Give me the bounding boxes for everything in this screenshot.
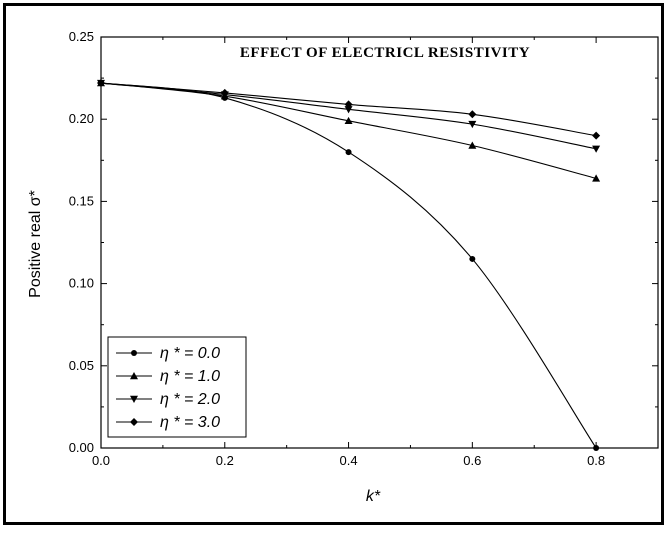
data-point: [97, 79, 105, 88]
legend-label: η * = 1.0: [160, 368, 220, 385]
chart-frame: [3, 3, 664, 525]
y-tick-label: 0.05: [69, 358, 94, 373]
data-point: [345, 149, 352, 156]
y-tick-label: 0.15: [69, 193, 94, 208]
data-point: [593, 445, 600, 451]
data-point: [344, 116, 353, 125]
series-line: [100, 82, 597, 150]
data-point: [468, 141, 477, 149]
x-axis-label: k*: [366, 488, 381, 505]
legend-label: η * = 0.0: [160, 345, 220, 362]
data-point: [592, 174, 601, 182]
data-point: [344, 100, 353, 109]
data-point: [344, 106, 353, 114]
y-tick-label: 0.25: [69, 29, 94, 44]
y-tick-label: 0.10: [69, 276, 94, 291]
x-tick-label: 0.4: [340, 453, 358, 468]
legend-box: [107, 336, 247, 438]
x-tick-label: 0.0: [92, 453, 110, 468]
series-2: [97, 79, 601, 153]
data-point: [592, 145, 601, 153]
data-point: [468, 120, 477, 129]
y-tick-label: 0.00: [69, 440, 94, 455]
legend-label: η * = 3.0: [160, 414, 220, 431]
series-3: [97, 79, 601, 140]
data-point: [469, 255, 476, 262]
series-1: [97, 79, 601, 182]
plot-area: 0.0 0.2 0.4 0.6 0.8 0.00 0.05 0.10 0.15 0.20 0.25: [69, 29, 659, 468]
y-tick-label: 0.20: [69, 111, 94, 126]
data-point: [220, 88, 229, 97]
x-tick-label: 0.8: [587, 453, 605, 468]
y-axis-label: Positive real σ*: [27, 190, 44, 298]
legend: η * = 0.0 η * = 1.0 η * = 2.0 η * = 3.0: [107, 336, 247, 438]
legend-marker: [130, 372, 138, 380]
legend-marker: [130, 395, 138, 403]
legend-marker: [131, 350, 137, 356]
data-point: [592, 131, 601, 140]
legend-marker: [130, 418, 138, 426]
x-tick-label: 0.2: [216, 453, 234, 468]
chart-title: EFFECT OF ELECTRICL RESISTIVITY: [240, 45, 530, 61]
series-line: [100, 82, 597, 179]
data-point: [468, 110, 477, 119]
legend-label: η * = 2.0: [160, 391, 220, 408]
x-tick-label: 0.6: [463, 453, 481, 468]
